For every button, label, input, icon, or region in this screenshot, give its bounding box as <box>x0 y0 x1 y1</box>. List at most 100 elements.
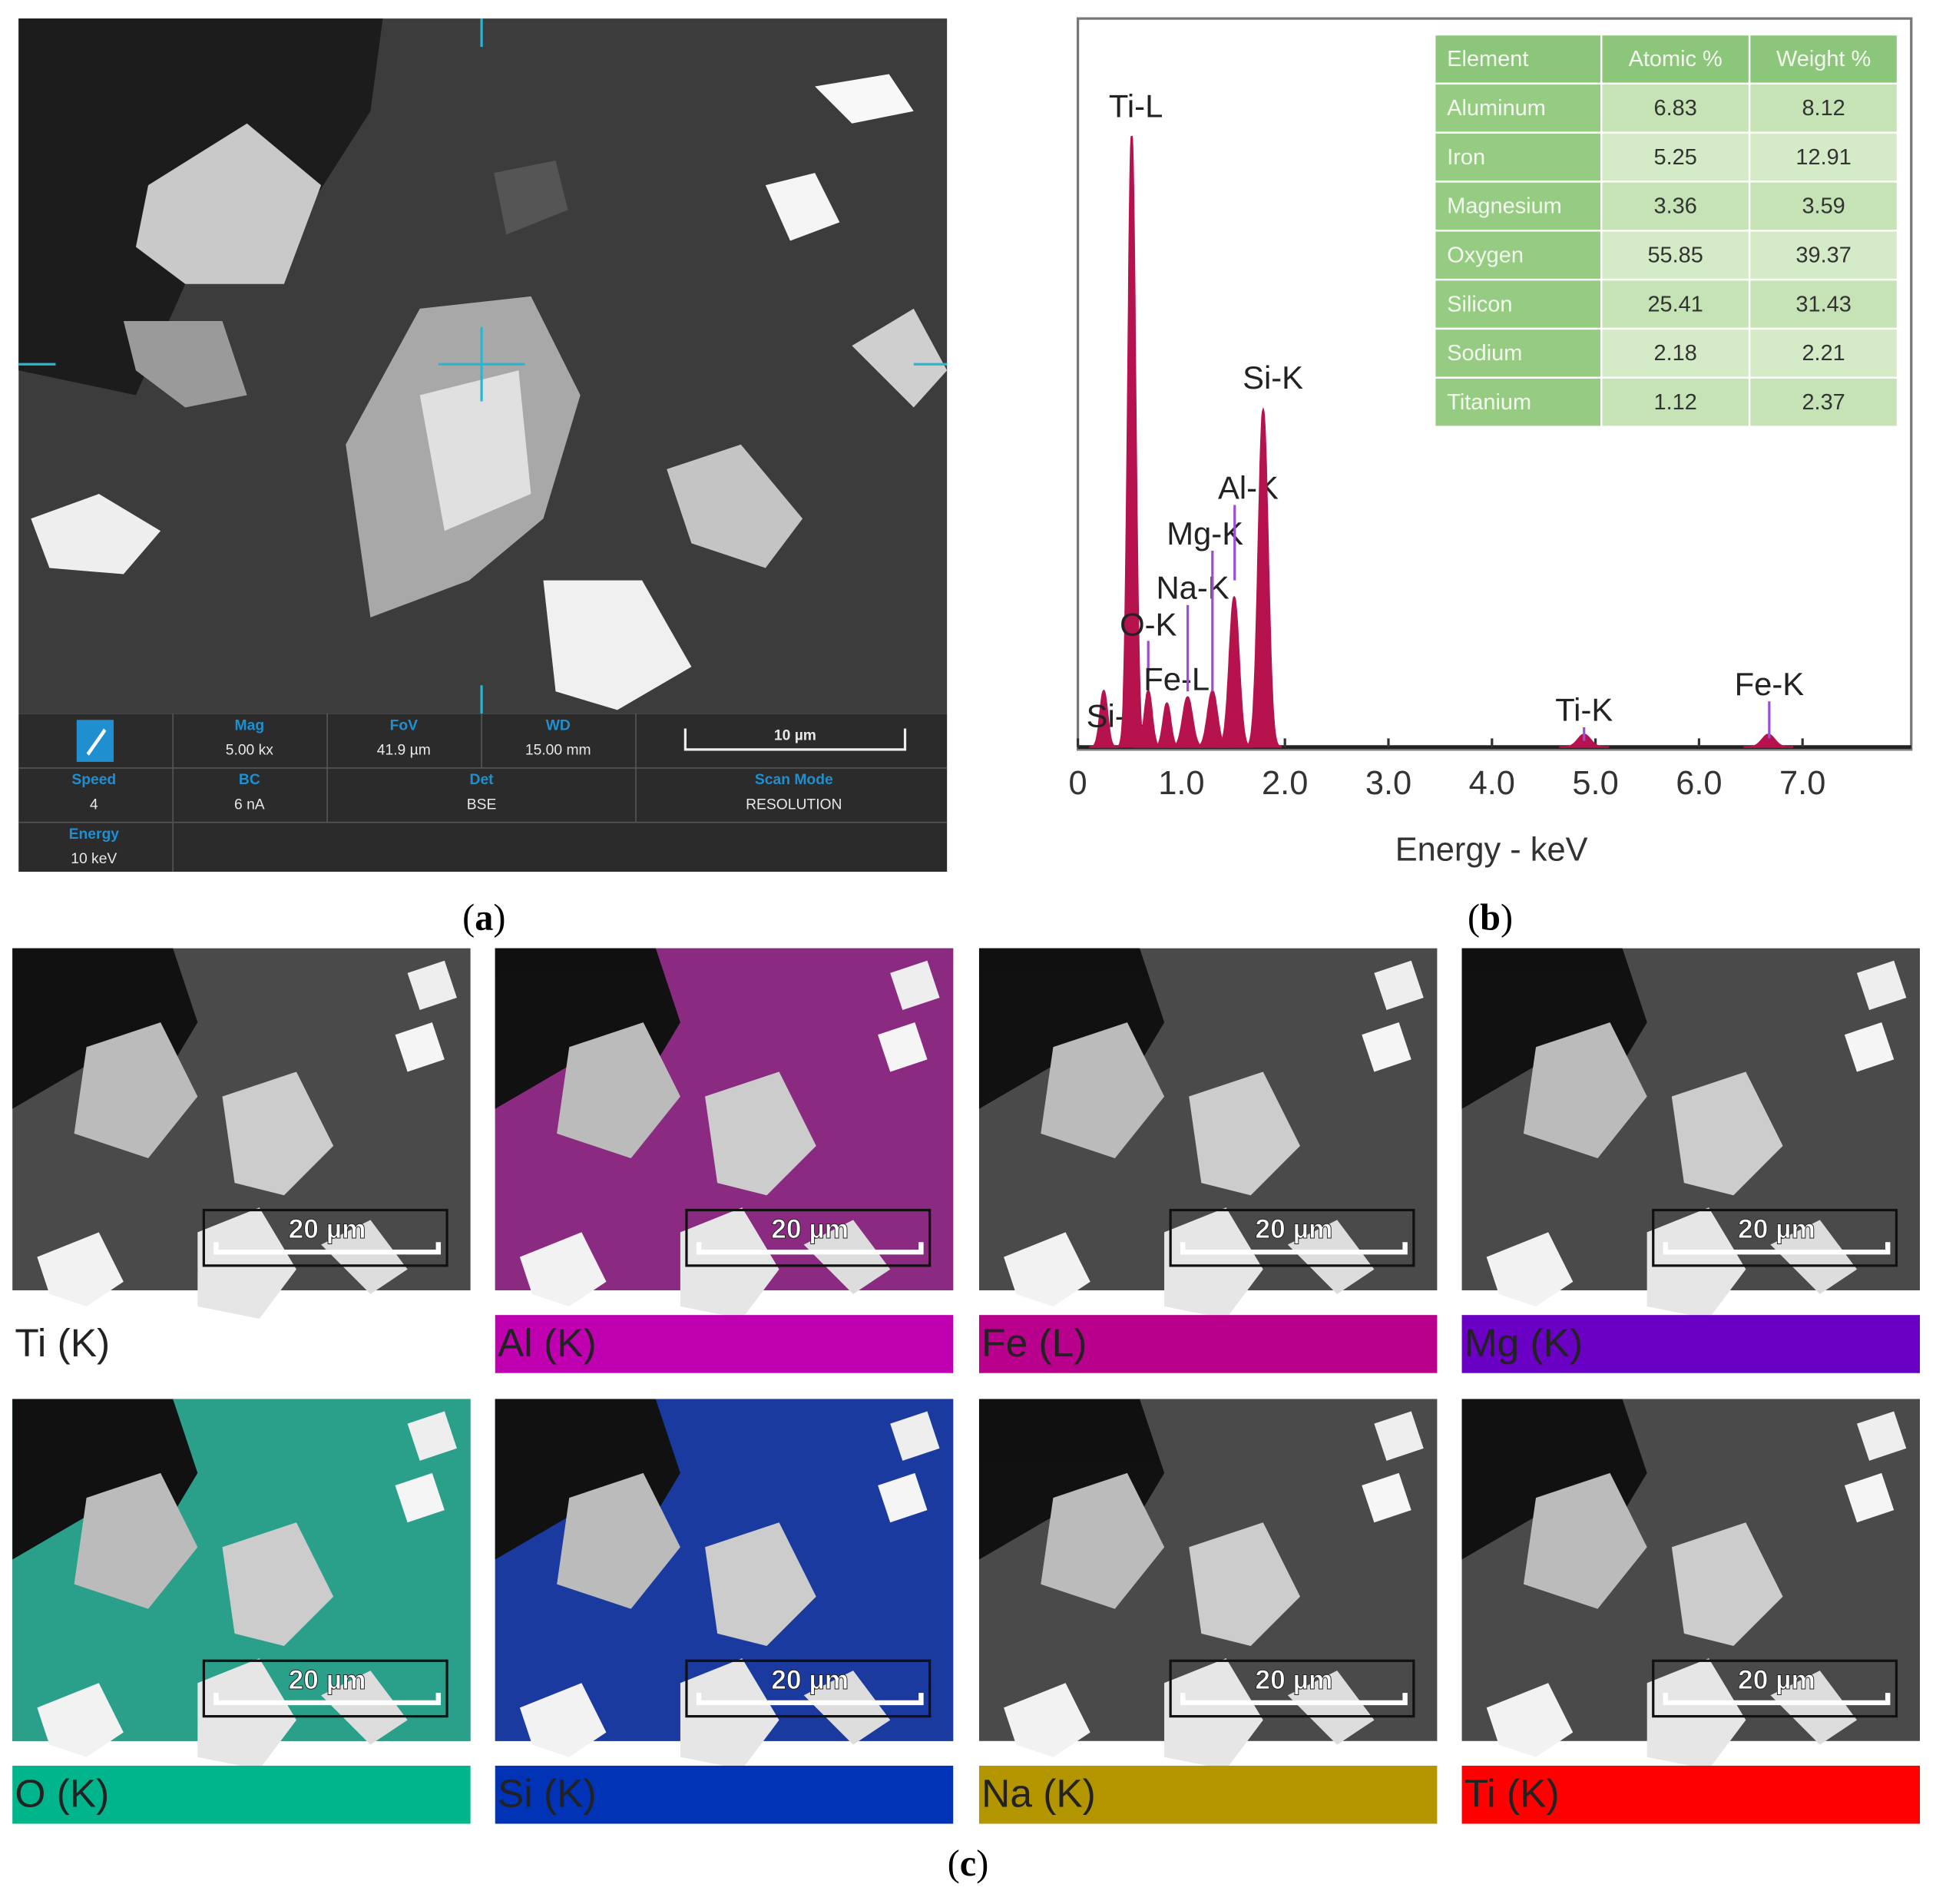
table-cell <box>1748 230 1899 281</box>
info-label: Speed <box>71 772 116 788</box>
info-label: Energy <box>69 826 120 843</box>
table-value: Silicon <box>1447 292 1512 316</box>
x-tick-label: 1.0 <box>1158 765 1204 802</box>
element-label: Al (K) <box>498 1320 597 1365</box>
table-cell <box>1748 376 1899 428</box>
table-value: Titanium <box>1447 390 1531 415</box>
table-cell <box>1600 278 1751 330</box>
info-label: WD <box>546 717 571 733</box>
element-bar <box>1461 1765 1920 1824</box>
info-label: Det <box>470 772 495 788</box>
table-cell <box>1433 278 1603 330</box>
table-header: Element <box>1447 47 1528 71</box>
element-label: Na (K) <box>981 1771 1096 1816</box>
element-label: Ti (K) <box>15 1320 110 1365</box>
scale-bar-label: 20 µm <box>1255 1214 1332 1244</box>
table-cell <box>1600 33 1751 85</box>
x-tick-label: 7.0 <box>1779 765 1825 802</box>
element-bar <box>12 1765 471 1824</box>
scale-box <box>1169 1208 1415 1267</box>
element-label: O (K) <box>15 1771 109 1816</box>
crosshair <box>18 18 948 714</box>
element-table: Element Atomic % Weight % Aluminum 6.83 8.12 I… <box>1433 33 1899 428</box>
table-cell <box>1600 82 1751 134</box>
element-bar <box>495 1315 954 1373</box>
scale-box <box>1652 1208 1898 1267</box>
scale-box <box>1169 1659 1415 1718</box>
table-value: 3.59 <box>1802 194 1845 219</box>
scale-box <box>685 1208 932 1267</box>
peak <box>1089 689 1119 748</box>
table-cell <box>1748 131 1899 183</box>
table-value: 2.18 <box>1654 341 1697 366</box>
table-value: 3.36 <box>1654 194 1697 219</box>
element-bar <box>978 1315 1438 1373</box>
scale-box <box>1652 1659 1898 1718</box>
scale-bar <box>1180 1693 1408 1706</box>
scale-bar <box>1180 1242 1408 1255</box>
table-cell <box>1748 180 1899 232</box>
scale-bar <box>213 1242 442 1255</box>
table-cell <box>1748 278 1899 330</box>
scale-bar-label: 10 µm <box>774 727 816 743</box>
table-value: 8.12 <box>1802 96 1845 121</box>
peak-label: O-K <box>1120 607 1176 643</box>
scale-box <box>202 1208 448 1267</box>
peak-label: Si-K <box>1243 359 1303 396</box>
peak-label: Na-K <box>1156 570 1229 606</box>
table-value: Magnesium <box>1447 194 1561 219</box>
scale-bar-label: 20 µm <box>771 1665 849 1695</box>
table-cell <box>1748 82 1899 134</box>
table-cell <box>1600 230 1751 281</box>
table-header: Weight % <box>1776 47 1871 71</box>
scale-box <box>685 1659 932 1718</box>
scale-bar-label: 20 µm <box>1255 1665 1332 1695</box>
caption-letter: a <box>475 897 493 938</box>
table-cell <box>1433 376 1603 428</box>
info-label: BC <box>239 772 260 788</box>
caption-letter: c <box>960 1843 976 1884</box>
table-header: Atomic % <box>1629 47 1723 71</box>
table-cell <box>1433 327 1603 379</box>
x-axis-label: Energy - keV <box>1395 832 1588 869</box>
element-bar <box>978 1765 1438 1824</box>
panel-a: 10 µm Mag 5.00 kx FoV 41.9 µm WD 15.00 mm Spee… <box>18 18 948 938</box>
table-value: 12.91 <box>1795 145 1851 170</box>
table-value: Oxygen <box>1447 243 1524 267</box>
info-value: 5.00 kx <box>226 743 274 759</box>
caption-c: (c) <box>948 1843 989 1884</box>
info-value: BSE <box>467 796 497 813</box>
peak-label: Fe-K <box>1735 666 1805 702</box>
scale-bar-label: 20 µm <box>289 1665 366 1695</box>
element-label: Ti (K) <box>1464 1771 1560 1816</box>
x-tick-label: 6.0 <box>1676 765 1722 802</box>
scale-bar <box>1663 1242 1891 1255</box>
scale-bar <box>696 1693 924 1706</box>
scale-bar <box>1663 1693 1891 1706</box>
table-value: 5.25 <box>1654 145 1697 170</box>
table-value: 2.37 <box>1802 390 1845 415</box>
peak-label: Ti-L <box>1109 88 1163 124</box>
table-cell <box>1433 131 1603 183</box>
table-cell <box>1600 180 1751 232</box>
peak <box>1215 595 1253 748</box>
x-tick-label: 2.0 <box>1262 765 1308 802</box>
x-tick-label: 0 <box>1069 765 1087 802</box>
table-value: 39.37 <box>1795 243 1851 267</box>
peak-label: Al-K <box>1218 469 1279 505</box>
peak-label: Mg-K <box>1167 515 1243 551</box>
table-value: 55.85 <box>1647 243 1703 267</box>
info-label: FoV <box>390 717 419 733</box>
logo-glyph <box>86 728 107 756</box>
info-value: RESOLUTION <box>746 796 842 813</box>
peak-label: Fe-L <box>1143 661 1210 697</box>
x-tick-label: 3.0 <box>1365 765 1411 802</box>
x-tick-label: 5.0 <box>1572 765 1618 802</box>
info-grid <box>18 714 948 873</box>
info-value: 4 <box>90 796 98 813</box>
info-label: Mag <box>235 717 265 733</box>
scale-bar <box>696 1242 924 1255</box>
scale-bar-label: 20 µm <box>289 1214 366 1244</box>
